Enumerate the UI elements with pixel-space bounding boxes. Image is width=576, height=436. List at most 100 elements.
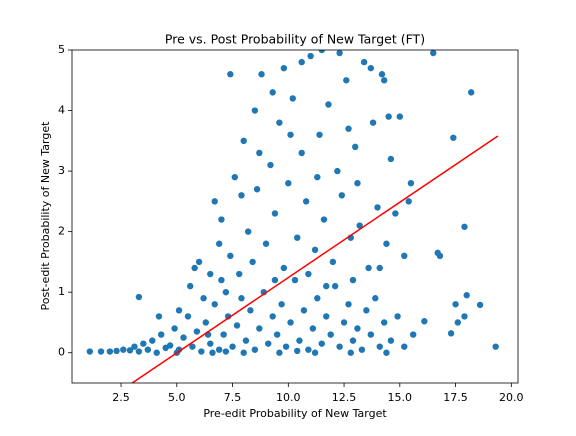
point <box>220 331 227 338</box>
x-tick-label: 2.5 <box>112 391 130 404</box>
point <box>327 331 334 338</box>
point <box>207 340 214 347</box>
x-tick-label: 7.5 <box>224 391 242 404</box>
point <box>349 337 357 344</box>
point <box>409 331 417 338</box>
point <box>401 343 408 350</box>
point <box>347 349 354 356</box>
point <box>276 119 283 126</box>
point <box>405 198 412 205</box>
point <box>340 319 348 326</box>
point <box>367 64 375 72</box>
point <box>336 343 343 350</box>
point <box>175 307 183 314</box>
point <box>198 348 205 355</box>
point <box>376 264 383 272</box>
point <box>153 349 160 356</box>
y-tick-label: 0 <box>58 346 65 359</box>
point <box>218 216 225 223</box>
point <box>430 50 437 57</box>
point <box>247 307 254 314</box>
point <box>227 252 234 260</box>
point <box>298 149 305 157</box>
point <box>229 343 236 350</box>
point <box>334 167 341 175</box>
point <box>155 313 163 320</box>
x-axis-label: Pre-edit Probability of New Target <box>203 407 387 420</box>
point <box>120 346 127 353</box>
point <box>231 173 238 181</box>
point <box>463 292 470 299</box>
point <box>285 180 292 187</box>
point <box>289 95 296 102</box>
point <box>193 328 201 335</box>
point <box>372 295 379 302</box>
point <box>106 348 114 355</box>
point <box>269 313 276 320</box>
point <box>381 319 388 326</box>
point <box>305 346 312 353</box>
y-axis-label: Post-edit Probability of New Target <box>39 121 52 311</box>
fit-line <box>131 135 499 383</box>
point <box>434 249 441 257</box>
point <box>211 301 218 308</box>
point <box>282 343 290 350</box>
point <box>311 246 319 253</box>
axes-frame <box>71 49 519 384</box>
point <box>256 149 263 157</box>
point <box>450 134 457 141</box>
point <box>131 343 138 350</box>
point <box>240 349 247 356</box>
point <box>452 301 459 308</box>
point <box>215 240 223 247</box>
point <box>314 173 321 181</box>
point <box>302 198 310 205</box>
point <box>195 258 203 266</box>
point <box>387 155 395 163</box>
point <box>336 50 343 57</box>
point <box>392 210 399 217</box>
point <box>271 276 279 284</box>
point <box>461 313 468 320</box>
point <box>345 301 352 308</box>
point <box>233 322 241 329</box>
point <box>383 349 390 356</box>
y-tick-label: 1 <box>58 285 65 298</box>
point <box>318 50 325 54</box>
point <box>320 216 328 223</box>
point <box>407 180 415 187</box>
point <box>269 89 276 96</box>
point <box>365 264 372 272</box>
point <box>211 198 218 205</box>
x-tick-label: 5.0 <box>168 391 186 404</box>
point <box>227 71 234 78</box>
x-tick-label: 10.0 <box>276 391 301 404</box>
point <box>309 325 317 332</box>
point <box>209 349 216 356</box>
point <box>158 331 165 338</box>
point <box>191 264 198 272</box>
point <box>126 347 134 354</box>
point <box>267 161 274 169</box>
point <box>358 346 366 353</box>
point <box>401 252 408 260</box>
point <box>207 270 214 278</box>
point <box>396 113 404 120</box>
point <box>186 282 194 290</box>
point <box>343 77 350 84</box>
point <box>171 325 178 332</box>
point <box>421 318 428 325</box>
point <box>354 325 361 332</box>
point <box>249 258 256 266</box>
x-tick-label: 15.0 <box>388 391 413 404</box>
point <box>492 343 499 350</box>
point <box>454 319 461 326</box>
point <box>135 293 143 301</box>
x-tick-label: 20.0 <box>499 391 524 404</box>
point <box>385 113 392 120</box>
point <box>251 107 259 114</box>
point <box>97 348 105 355</box>
point <box>323 282 330 290</box>
point <box>276 349 283 356</box>
